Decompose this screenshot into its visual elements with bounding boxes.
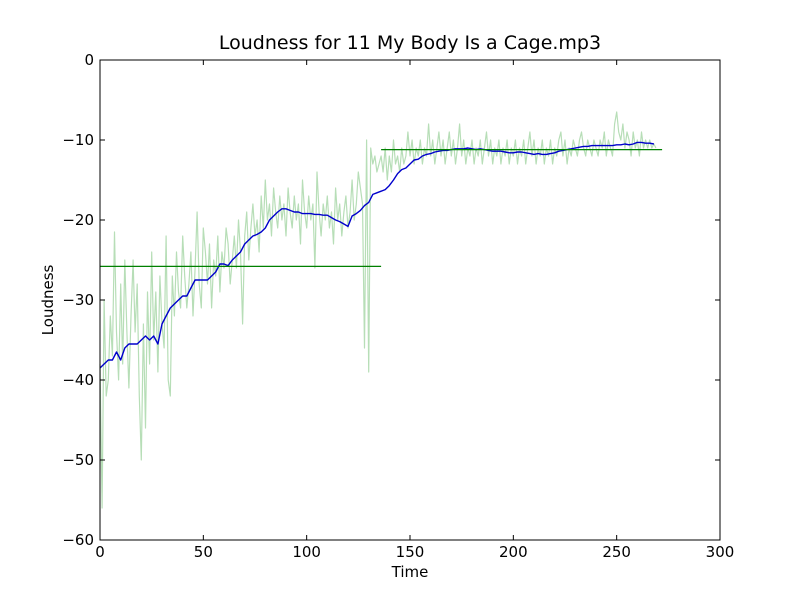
x-tick-label: 250 bbox=[602, 543, 631, 561]
y-tick-label: −50 bbox=[62, 451, 94, 469]
x-axis-label: Time bbox=[391, 563, 429, 581]
x-tick-label: 100 bbox=[292, 543, 321, 561]
y-tick-label: −30 bbox=[62, 291, 94, 309]
tick-layer: 0 50 100 150 200 250 300 0 −10 −20 −30 −40 −50 −60 bbox=[62, 51, 734, 561]
x-tick-label: 300 bbox=[706, 543, 735, 561]
x-tick-label: 0 bbox=[95, 543, 105, 561]
chart-title: Loudness for 11 My Body Is a Cage.mp3 bbox=[219, 32, 601, 54]
y-tick-label: 0 bbox=[84, 51, 94, 69]
x-tick-label: 150 bbox=[396, 543, 425, 561]
smoothed-loudness-line bbox=[99, 141, 655, 369]
y-tick-label: −60 bbox=[62, 531, 94, 549]
y-tick-label: −10 bbox=[62, 131, 94, 149]
y-tick-label: −40 bbox=[62, 371, 94, 389]
x-tick-label: 50 bbox=[194, 543, 213, 561]
raw-loudness-line bbox=[99, 111, 657, 509]
series-layer bbox=[99, 111, 663, 509]
y-axis-label: Loudness bbox=[39, 264, 57, 335]
x-tick-label: 200 bbox=[499, 543, 528, 561]
y-tick-label: −20 bbox=[62, 211, 94, 229]
